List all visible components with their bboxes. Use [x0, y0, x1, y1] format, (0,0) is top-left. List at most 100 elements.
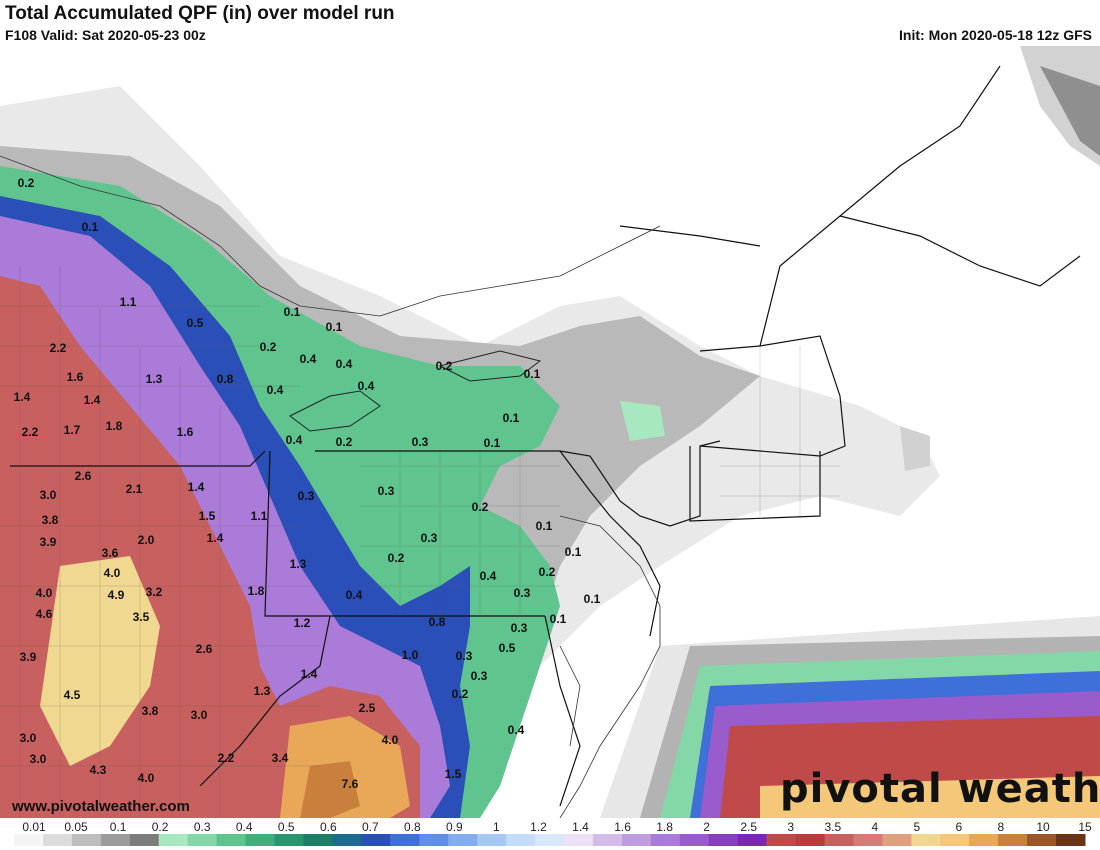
colorbar-label: 0.9 — [446, 820, 463, 834]
map-value-label: 0.2 — [336, 435, 353, 449]
brand-watermark: pivotal weather — [780, 766, 1100, 812]
colorbar-swatch — [390, 834, 420, 846]
colorbar-swatch — [1056, 834, 1086, 846]
colorbar-label: 0.8 — [404, 820, 421, 834]
colorbar-swatch — [621, 834, 652, 846]
colorbar-swatch — [332, 834, 362, 846]
map-value-label: 2.6 — [196, 642, 213, 656]
map-value-label: 0.4 — [508, 723, 525, 737]
colorbar-label: 4 — [871, 820, 878, 834]
map-value-label: 0.2 — [260, 340, 277, 354]
colorbar-swatch — [187, 834, 218, 846]
colorbar-swatch — [14, 834, 44, 846]
colorbar-label: 2.5 — [740, 820, 757, 834]
colorbar-label: 10 — [1036, 820, 1050, 834]
map-value-label: 0.1 — [565, 545, 582, 559]
colorbar-label: 6 — [956, 820, 963, 834]
map-value-label: 4.0 — [382, 733, 399, 747]
map-value-label: 0.4 — [286, 433, 303, 447]
map-value-label: 0.3 — [471, 669, 488, 683]
map-value-label: 2.2 — [218, 751, 235, 765]
map-value-label: 1.3 — [290, 557, 307, 571]
map-value-label: 1.4 — [14, 390, 31, 404]
colorbar-label: 0.4 — [236, 820, 253, 834]
map-value-label: 4.6 — [36, 607, 53, 621]
map-value-label: 1.2 — [294, 616, 311, 630]
map-title: Total Accumulated QPF (in) over model ru… — [5, 3, 395, 24]
map-value-label: 0.3 — [511, 621, 528, 635]
map-value-label: 0.8 — [217, 372, 234, 386]
map-value-label: 0.5 — [499, 641, 516, 655]
map-value-label: 4.0 — [36, 586, 53, 600]
map-value-label: 3.8 — [42, 513, 59, 527]
map-value-label: 1.3 — [254, 684, 271, 698]
colorbar-labels: 0.01 0.05 0.1 0.2 0.3 0.4 0.5 0.6 0.7 0.8 0.9 1 1.2 1… — [22, 820, 1092, 834]
colorbar-swatch — [824, 834, 854, 846]
map-value-label: 3.2 — [146, 585, 163, 599]
map-value-label: 0.2 — [452, 687, 469, 701]
map-value-label: 2.6 — [75, 469, 92, 483]
map-value-label: 1.6 — [67, 370, 84, 384]
map-value-label: 0.4 — [480, 569, 497, 583]
map-value-label: 0.3 — [378, 484, 395, 498]
map-value-label: 1.0 — [402, 648, 419, 662]
colorbar-label: 1 — [493, 820, 500, 834]
map-value-label: 3.0 — [191, 708, 208, 722]
map-value-label: 3.9 — [20, 650, 37, 664]
colorbar: 0.01 0.05 0.1 0.2 0.3 0.4 0.5 0.6 0.7 0.8 0.9 1 1.2 1… — [0, 818, 1100, 850]
colorbar-label: 0.7 — [362, 820, 379, 834]
map-value-label: 0.1 — [524, 367, 541, 381]
map-value-label: 2.1 — [126, 482, 143, 496]
colorbar-swatch — [911, 834, 941, 846]
lakes — [289, 350, 542, 432]
colorbar-swatch — [100, 834, 131, 846]
map-value-label: 3.4 — [272, 751, 289, 765]
map-value-label: 1.8 — [106, 419, 123, 433]
map-value-label: 0.8 — [429, 615, 446, 629]
colorbar-swatch — [563, 834, 594, 846]
colorbar-swatch — [650, 834, 681, 846]
colorbar-label: 1.6 — [614, 820, 631, 834]
map-value-label: 1.4 — [207, 531, 224, 545]
colorbar-label: 15 — [1078, 820, 1092, 834]
colorbar-swatch — [361, 834, 391, 846]
map-value-label: 1.1 — [251, 509, 268, 523]
map-value-label: 0.1 — [326, 320, 343, 334]
colorbar-swatches — [14, 834, 1086, 846]
map-value-label: 0.1 — [536, 519, 553, 533]
colorbar-label: 1.8 — [656, 820, 673, 834]
map-value-label: 3.9 — [40, 535, 57, 549]
colorbar-label: 0.6 — [320, 820, 337, 834]
colorbar-label: 3.5 — [824, 820, 841, 834]
map-value-label: 4.5 — [64, 688, 81, 702]
map-value-label: 0.4 — [267, 383, 284, 397]
colorbar-swatch — [940, 834, 970, 846]
map-value-label: 0.1 — [284, 305, 301, 319]
colorbar-swatch — [1027, 834, 1057, 846]
map-value-label: 1.7 — [64, 423, 81, 437]
colorbar-swatch — [708, 834, 739, 846]
colorbar-swatch — [737, 834, 768, 846]
map-value-label: 4.3 — [90, 763, 107, 777]
map-value-label: 0.1 — [82, 220, 99, 234]
map-value-label: 3.8 — [142, 704, 159, 718]
map-value-label: 3.0 — [30, 752, 47, 766]
colorbar-label: 1.2 — [530, 820, 547, 834]
coastlines — [0, 155, 661, 818]
colorbar-label: 3 — [787, 820, 794, 834]
colorbar-swatch — [158, 834, 189, 846]
map-value-label: 1.5 — [199, 509, 216, 523]
map-value-label: 1.5 — [445, 767, 462, 781]
colorbar-label: 0.1 — [110, 820, 127, 834]
colorbar-label: 0.05 — [64, 820, 88, 834]
colorbar-swatch — [969, 834, 999, 846]
map-value-label: 0.5 — [187, 316, 204, 330]
colorbar-label: 0.01 — [22, 820, 46, 834]
map-value-label: 1.4 — [84, 393, 101, 407]
colorbar-swatch — [448, 834, 478, 846]
colorbar-swatch — [42, 834, 73, 846]
map-value-label: 4.0 — [138, 771, 155, 785]
colorbar-swatch — [303, 834, 333, 846]
map-value-label: 0.3 — [456, 649, 473, 663]
qpf-map[interactable]: 0.20.11.10.50.10.12.2 0.20.4 0.4 0.20.11.6 1… — [0, 46, 1100, 818]
